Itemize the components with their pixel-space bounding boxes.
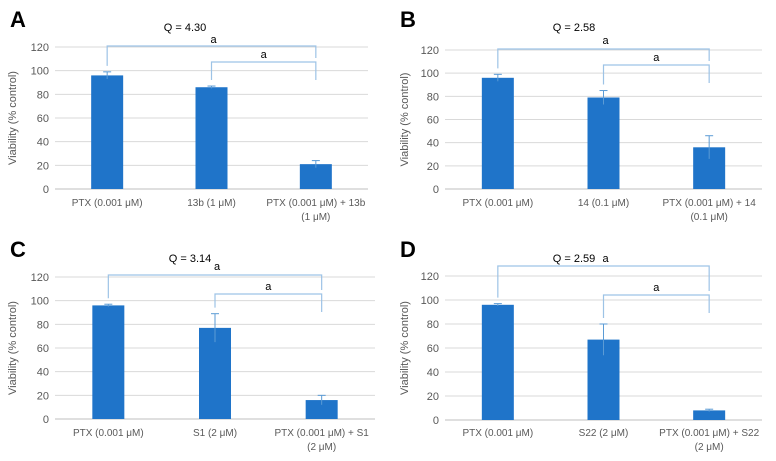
y-tick-label: 60: [37, 343, 49, 355]
significance-label: a: [210, 34, 217, 46]
bar: [481, 77, 514, 189]
x-category-label: S22 (2 μM): [579, 428, 629, 439]
y-tick-label: 80: [427, 91, 439, 103]
bar: [299, 164, 332, 189]
significance-label: a: [602, 35, 609, 47]
significance-bracket-outer: [497, 265, 710, 298]
x-category-label: 14 (0.1 μM): [578, 198, 629, 209]
y-tick-label: 80: [427, 319, 439, 331]
y-tick-label: 120: [31, 42, 49, 54]
x-category-label: (1 μM): [301, 212, 330, 223]
y-tick-label: 120: [421, 271, 439, 283]
significance-bracket-outer: [497, 48, 710, 69]
panel-label: B: [400, 7, 416, 32]
y-axis-label: Viability (% control): [399, 73, 411, 167]
significance-bracket-inner: [602, 64, 710, 85]
y-tick-label: 20: [37, 160, 49, 172]
q-value-label: Q = 2.59: [553, 253, 596, 265]
significance-bracket-inner: [602, 294, 710, 318]
x-category-label: 13b (1 μM): [187, 198, 236, 209]
chart-panel-c: C 0 20 40 60 80 100 120 Viability (% control) PTX…: [7, 237, 375, 453]
significance-bracket-inner: [210, 61, 317, 81]
q-value-label: Q = 4.30: [164, 22, 207, 34]
significance-label: a: [214, 261, 221, 273]
y-tick-label: 20: [37, 390, 49, 402]
x-category-label: (2 μM): [307, 442, 336, 453]
y-tick-label: 40: [37, 137, 49, 149]
y-tick-label: 40: [427, 367, 439, 379]
bar: [305, 400, 338, 419]
bar: [195, 87, 228, 189]
x-category-label: PTX (0.001 μM) + S22: [659, 428, 759, 439]
y-tick-label: 0: [43, 184, 49, 196]
y-tick-label: 100: [31, 66, 49, 78]
y-tick-label: 40: [427, 138, 439, 150]
x-category-label: PTX (0.001 μM): [462, 428, 533, 439]
bar: [92, 305, 125, 419]
y-tick-label: 80: [37, 89, 49, 101]
significance-bracket-outer: [107, 274, 323, 299]
x-category-label: (0.1 μM): [690, 212, 727, 223]
significance-bracket-inner: [214, 293, 323, 312]
bar: [199, 327, 231, 419]
y-tick-label: 0: [433, 415, 439, 427]
x-category-label: PTX (0.001 μM) + 14: [663, 198, 757, 209]
y-tick-label: 80: [37, 319, 49, 331]
chart-panel-b: B 0 20 40 60 80 100 120 Viability (% control) PTX…: [399, 7, 762, 223]
y-tick-label: 120: [421, 45, 439, 57]
y-tick-label: 120: [31, 272, 49, 284]
y-tick-label: 0: [433, 184, 439, 196]
y-axis-label: Viability (% control): [7, 71, 19, 165]
x-category-label: PTX (0.001 μM): [462, 198, 533, 209]
chart-panel-a: A 0 20 40 60 80 100 120 Viability (% control) PTX…: [7, 7, 368, 223]
bar: [91, 75, 124, 189]
bar: [587, 97, 620, 189]
x-category-label: PTX (0.001 μM): [73, 428, 144, 439]
y-tick-label: 40: [37, 367, 49, 379]
significance-label: a: [265, 281, 272, 293]
chart-panel-d: D 0 20 40 60 80 100 120 Viability (% control) PTX…: [399, 237, 762, 453]
q-value-label: Q = 2.58: [553, 22, 596, 34]
x-category-label: PTX (0.001 μM) + S1: [274, 428, 369, 439]
y-tick-label: 100: [31, 296, 49, 308]
significance-bracket-outer: [106, 45, 317, 66]
y-tick-label: 60: [37, 113, 49, 125]
x-category-label: PTX (0.001 μM) + 13b: [266, 198, 365, 209]
panel-label: A: [10, 7, 26, 32]
significance-label: a: [653, 282, 660, 294]
y-tick-label: 60: [427, 343, 439, 355]
q-value-label: Q = 3.14: [169, 253, 212, 265]
y-tick-label: 100: [421, 295, 439, 307]
x-category-label: S1 (2 μM): [193, 428, 237, 439]
y-tick-label: 0: [43, 414, 49, 426]
bar: [481, 304, 514, 420]
y-axis-label: Viability (% control): [399, 301, 411, 395]
significance-label: a: [602, 253, 609, 265]
bar: [693, 410, 726, 420]
significance-label: a: [261, 49, 268, 61]
panel-label: C: [10, 237, 26, 262]
x-category-label: PTX (0.001 μM): [72, 198, 143, 209]
panel-label: D: [400, 237, 416, 262]
x-category-label: (2 μM): [695, 442, 724, 453]
y-tick-label: 100: [421, 68, 439, 80]
y-tick-label: 60: [427, 115, 439, 127]
significance-label: a: [653, 52, 660, 64]
y-tick-label: 20: [427, 161, 439, 173]
y-tick-label: 20: [427, 391, 439, 403]
y-axis-label: Viability (% control): [7, 301, 19, 395]
